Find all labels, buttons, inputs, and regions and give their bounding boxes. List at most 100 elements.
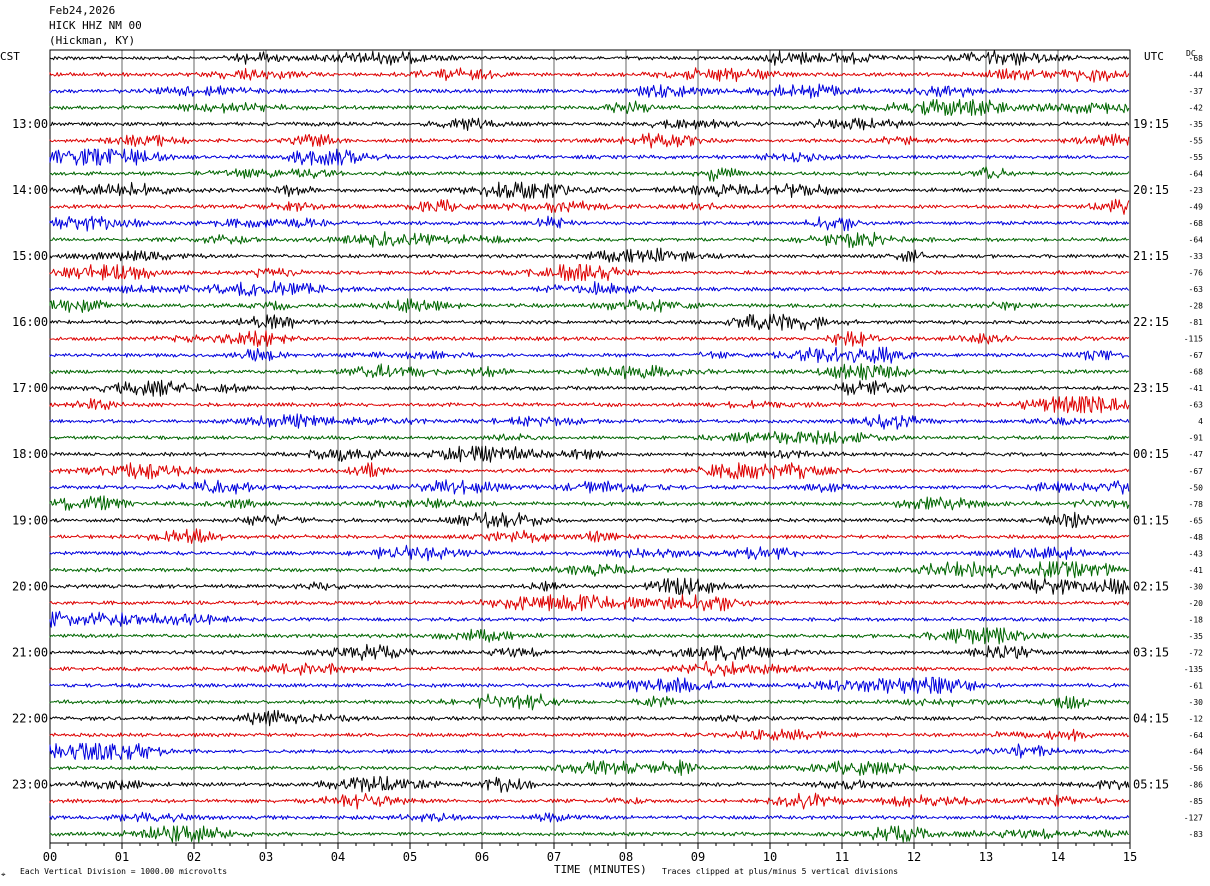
x-axis-title: TIME (MINUTES) (554, 863, 647, 876)
dc-offset-17: -81 (1189, 318, 1204, 327)
seismic-trace-46 (49, 792, 1130, 810)
dc-offset-13: -33 (1189, 252, 1204, 261)
dc-offset-12: -64 (1189, 236, 1204, 245)
dc-offset-34: -20 (1189, 599, 1204, 608)
seismic-trace-16 (49, 298, 1130, 313)
cst-hour-label: 16:00 (12, 315, 48, 329)
plot-frame (49, 49, 1131, 844)
seismic-trace-28 (49, 495, 1130, 511)
cst-hour-label: 18:00 (12, 447, 48, 461)
seismic-trace-33 (49, 577, 1130, 595)
seismic-trace-35 (49, 610, 1129, 628)
dc-offset-46: -85 (1189, 797, 1204, 806)
station-location: (Hickman, KY) (49, 34, 136, 47)
cst-hour-label: 23:00 (12, 777, 48, 791)
seismic-trace-37 (49, 643, 1130, 661)
seismic-trace-8 (49, 166, 1130, 182)
x-tick-label-08: 08 (619, 850, 633, 864)
dc-offset-28: -78 (1189, 500, 1204, 509)
utc-hour-label: 03:15 (1133, 645, 1169, 659)
dc-offset-7: -55 (1189, 153, 1204, 162)
seismic-trace-21 (49, 379, 1130, 397)
cst-hour-label: 15:00 (12, 249, 48, 263)
x-tick-label-11: 11 (835, 850, 849, 864)
dc-offset-9: -23 (1189, 186, 1204, 195)
dc-offset-42: -64 (1189, 731, 1204, 740)
dc-offset-3: -37 (1189, 87, 1204, 96)
dc-offset-2: -44 (1189, 71, 1204, 80)
seismic-trace-25 (49, 445, 1129, 463)
x-tick-label-03: 03 (259, 850, 273, 864)
x-tick-label-04: 04 (331, 850, 345, 864)
scale-note: Each Vertical Division = 1000.00 microvo… (20, 867, 228, 876)
dc-offset-41: -12 (1189, 714, 1204, 723)
seismic-trace-12 (49, 231, 1129, 249)
chart-date: Feb24,2026 (49, 4, 116, 17)
utc-label: UTC (1144, 50, 1164, 63)
seismic-trace-45 (49, 775, 1130, 793)
dc-offset-45: -86 (1189, 780, 1204, 789)
seismic-trace-10 (49, 198, 1130, 215)
seismic-trace-42 (49, 728, 1130, 742)
seismic-trace-39 (49, 676, 1130, 694)
x-tick-label-05: 05 (403, 850, 417, 864)
seismic-trace-2 (49, 67, 1130, 83)
seismic-trace-7 (49, 148, 1129, 166)
utc-hour-label: 00:15 (1133, 447, 1169, 461)
cst-hour-label: 21:00 (12, 645, 48, 659)
seismic-trace-47 (49, 811, 1130, 823)
utc-hour-label: 02:15 (1133, 579, 1169, 593)
cst-hour-label: 13:00 (12, 117, 48, 131)
utc-hour-label: 01:15 (1133, 513, 1169, 527)
dc-offset-48: -83 (1189, 830, 1204, 839)
dc-offset-43: -64 (1189, 747, 1204, 756)
seismic-trace-19 (49, 346, 1130, 364)
x-tick-label-14: 14 (1051, 850, 1065, 864)
dc-offset-11: -68 (1189, 219, 1204, 228)
dc-offset-8: -64 (1189, 170, 1204, 179)
dc-offset-30: -48 (1189, 533, 1204, 542)
seismic-trace-22 (49, 396, 1130, 414)
utc-hour-label: 21:15 (1133, 249, 1169, 263)
utc-hour-label: 23:15 (1133, 381, 1169, 395)
cst-hour-label: 19:00 (12, 513, 48, 527)
seismic-trace-20 (49, 363, 1129, 381)
seismic-trace-1 (49, 49, 1130, 66)
dc-offset-27: -50 (1189, 483, 1204, 492)
utc-hour-label: 04:15 (1133, 711, 1169, 725)
x-tick-label-12: 12 (907, 850, 921, 864)
dc-offset-39: -61 (1189, 681, 1204, 690)
cst-hour-label: 22:00 (12, 711, 48, 725)
seismic-trace-15 (49, 280, 1130, 297)
dc-offset-4: -42 (1189, 104, 1204, 113)
seismic-trace-17 (49, 313, 1130, 331)
dc-offset-32: -41 (1189, 566, 1204, 575)
seismic-trace-30 (49, 528, 1130, 544)
dc-offset-29: -65 (1189, 516, 1204, 525)
seismic-trace-41 (49, 709, 1129, 727)
seismic-trace-43 (49, 742, 1130, 760)
x-tick-label-01: 01 (115, 850, 129, 864)
seismic-trace-5 (49, 117, 1130, 131)
x-tick-label-02: 02 (187, 850, 201, 864)
dc-offset-47: -127 (1184, 813, 1203, 822)
dc-offset-25: -47 (1189, 450, 1204, 459)
cst-label: CST (0, 50, 20, 63)
dc-offset-18: -115 (1184, 335, 1203, 344)
utc-hour-label: 22:15 (1133, 315, 1169, 329)
dc-offset-36: -35 (1189, 632, 1204, 641)
seismic-trace-38 (49, 660, 1130, 677)
cst-hour-label: 17:00 (12, 381, 48, 395)
station-code: HICK HHZ NM 00 (49, 19, 142, 32)
clip-note: Traces clipped at plus/minus 5 vertical … (662, 867, 899, 876)
seismic-trace-18 (49, 330, 1130, 348)
seismic-trace-26 (49, 462, 1130, 480)
dc-offset-38: -135 (1184, 665, 1203, 674)
seismic-trace-9 (49, 181, 1129, 199)
seismic-trace-24 (49, 430, 1130, 445)
utc-hour-label: 05:15 (1133, 777, 1169, 791)
seismic-trace-23 (49, 413, 1130, 430)
seismic-trace-4 (49, 99, 1130, 116)
dc-offset-15: -63 (1189, 285, 1204, 294)
dc-offset-16: -28 (1189, 302, 1204, 311)
